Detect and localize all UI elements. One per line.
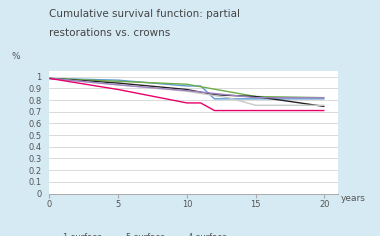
Text: Cumulative survival function: partial: Cumulative survival function: partial bbox=[49, 9, 241, 19]
Legend: 1 surface, 3 surface, 5 surface, 2 surface, 4 surface, Crown: 1 surface, 3 surface, 5 surface, 2 surfa… bbox=[46, 233, 227, 236]
Text: restorations vs. crowns: restorations vs. crowns bbox=[49, 28, 171, 38]
Text: %: % bbox=[12, 52, 21, 61]
Text: years: years bbox=[341, 194, 366, 203]
